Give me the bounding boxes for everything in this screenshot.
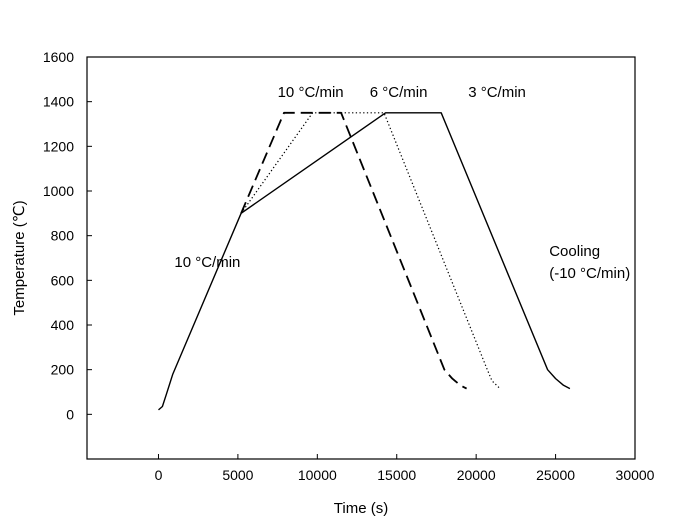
y-tick-label: 800 [51, 228, 75, 244]
y-axis-title: Temperature (℃) [11, 200, 28, 315]
y-tick-label: 1400 [43, 94, 74, 110]
y-tick-label: 200 [51, 362, 75, 378]
y-tick-label: 600 [51, 272, 75, 288]
series-layer [158, 111, 571, 411]
annotation: (-10 °C/min) [549, 265, 630, 282]
x-axis-ticks: 0 5000 10000 15000 20000 25000 30000 [155, 454, 655, 483]
plot-frame [86, 56, 636, 460]
x-axis-title: Time (s) [334, 500, 388, 517]
x-tick-label: 20000 [457, 467, 496, 483]
x-tick-label: 15000 [377, 467, 416, 483]
annotation: 3 °C/min [468, 84, 526, 101]
x-tick-label: 10000 [298, 467, 337, 483]
y-tick-label: 1000 [43, 183, 74, 199]
annotation: Cooling [549, 243, 600, 260]
annotations: 10 °C/min 10 °C/min 6 °C/min 3 °C/min Coolin… [174, 84, 630, 282]
series-line [158, 112, 571, 411]
series-line [240, 111, 468, 390]
x-tick-label: 0 [155, 467, 163, 483]
y-axis-ticks: 0 200 400 600 800 1000 1200 1400 1600 [43, 49, 92, 422]
x-tick-label: 30000 [616, 467, 655, 483]
annotation: 6 °C/min [370, 84, 428, 101]
annotation: 10 °C/min [278, 84, 344, 101]
y-tick-label: 1200 [43, 138, 74, 154]
y-tick-label: 400 [51, 317, 75, 333]
annotation: 10 °C/min [174, 254, 240, 271]
y-tick-label: 1600 [43, 49, 74, 65]
y-tick-label: 0 [66, 406, 74, 422]
x-tick-label: 5000 [222, 467, 253, 483]
x-tick-label: 25000 [536, 467, 575, 483]
series-line [240, 112, 501, 390]
